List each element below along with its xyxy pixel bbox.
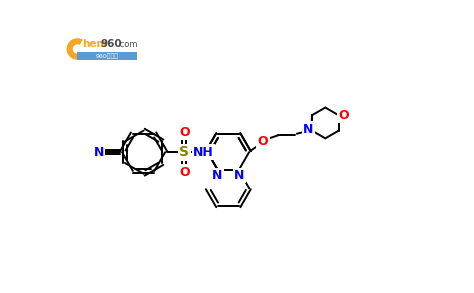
Text: N: N xyxy=(212,169,222,182)
Text: hem: hem xyxy=(82,39,108,50)
Text: NH: NH xyxy=(193,146,214,159)
Text: N: N xyxy=(303,122,314,136)
Text: 960: 960 xyxy=(100,39,122,50)
Text: O: O xyxy=(179,166,190,179)
Text: O: O xyxy=(179,126,190,139)
Text: S: S xyxy=(179,145,190,159)
Text: N: N xyxy=(94,146,104,159)
Text: O: O xyxy=(339,109,349,122)
FancyBboxPatch shape xyxy=(77,52,137,60)
Text: 960化工网: 960化工网 xyxy=(96,53,119,59)
Text: O: O xyxy=(258,135,268,148)
Text: N: N xyxy=(234,169,245,182)
Wedge shape xyxy=(66,38,83,60)
Text: .com: .com xyxy=(117,40,137,49)
